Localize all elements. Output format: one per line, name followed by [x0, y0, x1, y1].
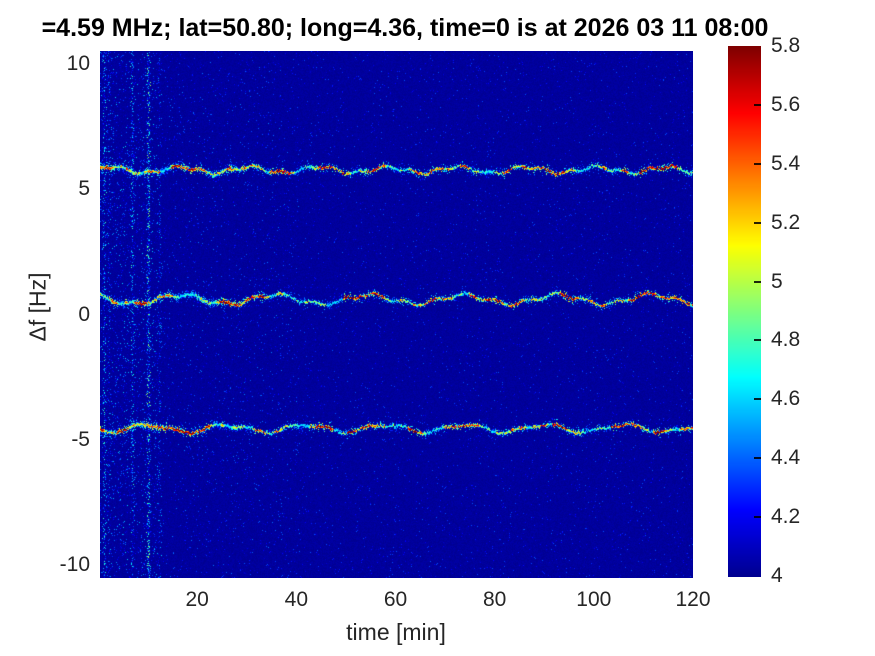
plot-title: =4.59 MHz; lat=50.80; long=4.36, time=0 …	[41, 14, 769, 42]
colorbar-tick	[754, 280, 761, 283]
x-tick-label: 120	[675, 588, 711, 611]
y-tick-label: 5	[78, 177, 90, 201]
colorbar-tick	[754, 457, 761, 460]
colorbar-tick-label: 4	[771, 564, 783, 587]
colorbar-tick	[754, 516, 761, 519]
colorbar	[728, 46, 761, 577]
colorbar-tick	[754, 398, 761, 401]
colorbar-tick	[754, 339, 761, 342]
colorbar-tick	[754, 103, 761, 106]
colorbar-tick-label: 4.6	[771, 387, 801, 411]
spectrogram-heatmap	[100, 51, 693, 578]
colorbar-tick-label: 5.8	[771, 34, 801, 57]
x-tick-label: 100	[576, 588, 612, 611]
y-tick-label: 10	[66, 51, 90, 75]
colorbar-tick-label: 4.4	[771, 446, 801, 470]
colorbar-tick	[754, 221, 761, 224]
x-tick-label: 80	[482, 588, 507, 611]
colorbar-tick-label: 4.2	[771, 505, 801, 529]
x-tick-label: 20	[185, 588, 209, 611]
colorbar-tick-label: 5.2	[771, 210, 801, 234]
y-tick-label: -10	[59, 553, 90, 577]
y-tick-label: 0	[78, 302, 90, 326]
y-tick-label: -5	[71, 427, 90, 451]
x-tick-label: 60	[383, 588, 408, 611]
x-tick-label: 40	[284, 588, 309, 611]
y-axis-label: Δf [Hz]	[24, 272, 51, 342]
colorbar-tick-label: 5	[771, 269, 783, 293]
colorbar-tick	[754, 162, 761, 165]
colorbar-tick-label: 5.6	[771, 92, 801, 116]
x-axis-label: time [min]	[346, 619, 446, 645]
colorbar-tick-label: 5.4	[771, 151, 801, 175]
colorbar-tick-label: 4.8	[771, 328, 801, 352]
